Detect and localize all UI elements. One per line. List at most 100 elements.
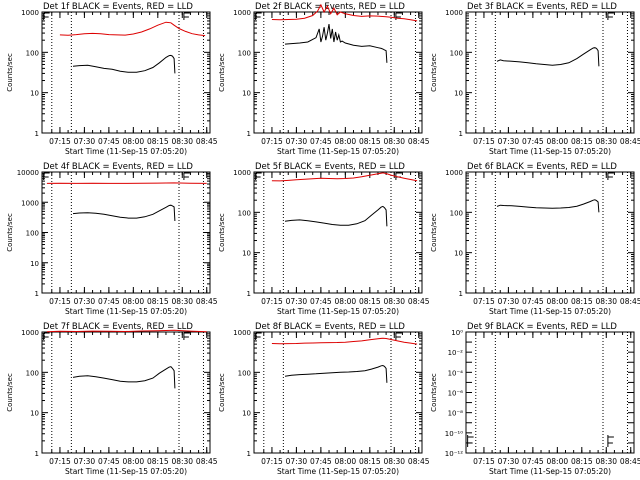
events-rate-line (72, 54, 176, 74)
events-rate-line (496, 47, 600, 67)
y-tick-label: 100 (450, 209, 463, 217)
y-axis-label: Counts/sec (218, 53, 226, 92)
x-tick-label: 08:00 (123, 137, 145, 146)
y-tick-label: 1000 (445, 9, 463, 17)
x-tick-label: 08:15 (571, 457, 593, 466)
lld-rate-line (271, 172, 418, 182)
x-tick-label: 08:15 (147, 137, 169, 146)
y-tick-label: 1000 (233, 169, 251, 177)
x-tick-label: 07:45 (310, 137, 332, 146)
x-tick-label: 08:30 (383, 457, 405, 466)
interval-flag (183, 12, 190, 20)
y-tick-label: 1 (247, 290, 251, 298)
x-axis-label: Start Time (11-Sep-15 07:05:20) (65, 467, 187, 476)
y-tick-label: 100 (238, 49, 251, 57)
x-tick-label: 07:45 (98, 297, 120, 306)
y-tick-label: 1000 (21, 199, 39, 207)
x-tick-label: 07:45 (522, 457, 544, 466)
y-tick-label: 10000 (17, 169, 39, 177)
x-axis-label: Start Time (11-Sep-15 07:05:20) (277, 467, 399, 476)
y-axis-label: Counts/sec (430, 53, 438, 92)
events-rate-line (284, 24, 388, 63)
y-tick-label: 1000 (233, 9, 251, 17)
x-tick-label: 08:00 (335, 457, 357, 466)
y-tick-label: 10 (242, 410, 251, 418)
interval-flag (395, 12, 402, 20)
lld-rate-line (46, 182, 207, 184)
x-tick-label: 08:30 (595, 297, 617, 306)
x-tick-label: 07:30 (286, 137, 308, 146)
interval-flag (43, 12, 50, 20)
x-tick-label: 07:45 (310, 297, 332, 306)
detector-panel-7: Det 7f BLACK = Events, RED = LLD 1 10 100 10… (6, 322, 218, 476)
x-tick-label: 08:45 (196, 457, 218, 466)
y-tick-label: 10⁻¹⁰ (445, 430, 463, 438)
x-tick-label: 08:45 (620, 457, 640, 466)
interval-flag (607, 435, 614, 447)
y-tick-label: 1000 (21, 9, 39, 17)
plot-frame (253, 331, 423, 454)
detector-panel-1: Det 1f BLACK = Events, RED = LLD 1 10 100 10… (6, 2, 218, 156)
x-tick-label: 07:30 (286, 297, 308, 306)
detector-panel-3: Det 3f BLACK = Events, RED = LLD 1 10 100 10… (430, 2, 640, 156)
y-tick-label: 1 (35, 130, 39, 138)
x-tick-label: 07:45 (98, 137, 120, 146)
plot-frame (253, 11, 423, 134)
interval-flag (43, 332, 50, 340)
interval-flag (183, 332, 190, 340)
events-rate-line (284, 205, 388, 227)
x-tick-label: 07:30 (286, 457, 308, 466)
y-tick-label: 1000 (21, 329, 39, 337)
y-tick-label: 100 (26, 230, 39, 238)
x-tick-label: 08:00 (547, 137, 569, 146)
y-tick-label: 10⁰ (451, 329, 463, 337)
plot-frame (465, 11, 635, 134)
interval-flag (255, 332, 262, 340)
x-axis-label: Start Time (11-Sep-15 07:05:20) (489, 147, 611, 156)
y-axis-label: Counts/sec (430, 213, 438, 252)
events-rate-line (72, 204, 176, 222)
events-rate-line (496, 199, 600, 213)
y-tick-label: 1 (459, 290, 463, 298)
x-tick-label: 08:45 (196, 297, 218, 306)
interval-flag (467, 435, 474, 447)
y-tick-label: 1 (247, 130, 251, 138)
y-axis-label: Counts/sec (218, 213, 226, 252)
x-axis-label: Start Time (11-Sep-15 07:05:20) (65, 147, 187, 156)
plot-frame (465, 331, 635, 454)
x-tick-label: 07:30 (498, 297, 520, 306)
x-tick-label: 08:30 (171, 457, 193, 466)
panel-title: Det 4f BLACK = Events, RED = LLD (43, 162, 193, 172)
panel-title: Det 8f BLACK = Events, RED = LLD (255, 322, 405, 332)
x-tick-label: 07:30 (74, 137, 96, 146)
x-tick-label: 08:00 (123, 297, 145, 306)
x-tick-label: 07:30 (498, 457, 520, 466)
y-tick-label: 10 (242, 250, 251, 258)
panel-title: Det 1f BLACK = Events, RED = LLD (43, 2, 193, 12)
x-axis-label: Start Time (11-Sep-15 07:05:20) (277, 307, 399, 316)
x-tick-label: 08:45 (196, 137, 218, 146)
y-axis-label: Counts/sec (6, 213, 14, 252)
x-tick-label: 08:15 (359, 297, 381, 306)
interval-flag (395, 332, 402, 340)
x-tick-label: 07:15 (49, 137, 71, 146)
lld-rate-line (271, 337, 418, 345)
interval-flag (255, 12, 262, 20)
interval-flag (183, 172, 190, 180)
y-tick-label: 1 (35, 290, 39, 298)
x-tick-label: 08:15 (147, 457, 169, 466)
x-tick-label: 07:15 (261, 137, 283, 146)
x-tick-label: 07:15 (473, 297, 495, 306)
y-tick-label: 10 (454, 250, 463, 258)
x-tick-label: 07:45 (310, 457, 332, 466)
y-axis-label: Counts/sec (6, 373, 14, 412)
events-rate-line (72, 366, 176, 389)
interval-flag (255, 172, 262, 180)
y-axis-label: Counts/sec (6, 53, 14, 92)
x-tick-label: 07:15 (261, 457, 283, 466)
x-tick-label: 07:45 (522, 297, 544, 306)
y-tick-label: 10⁻² (448, 349, 464, 357)
interval-flag (607, 172, 614, 180)
detector-panel-9: Det 9f BLACK = Events, RED = LLD 10⁰ 10⁻² 1… (430, 322, 640, 476)
